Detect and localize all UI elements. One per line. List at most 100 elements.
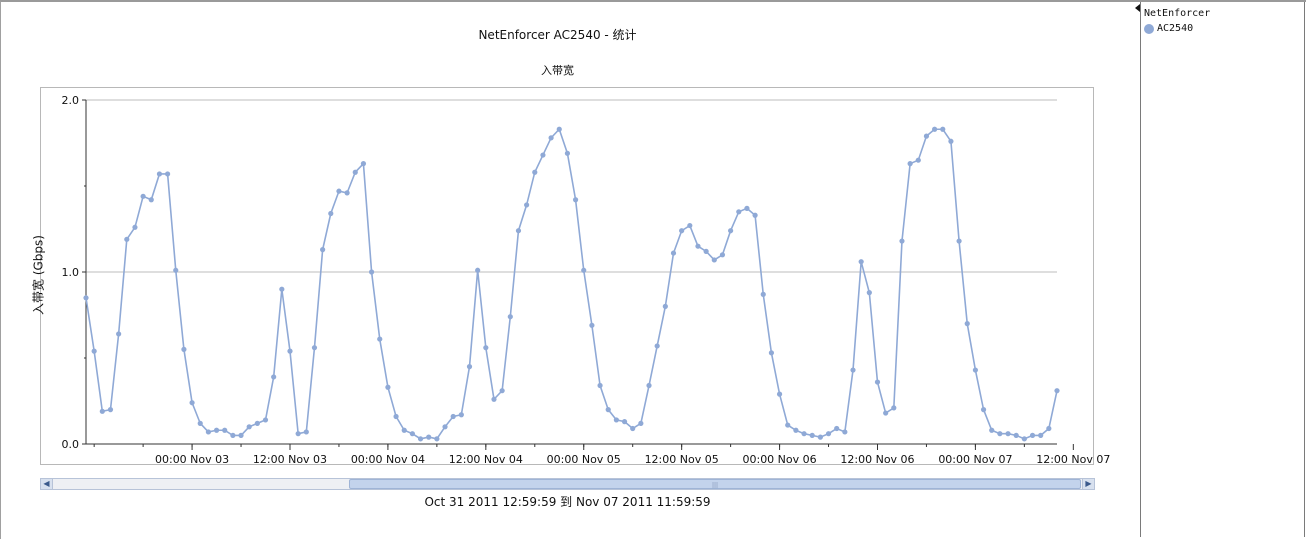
data-point (491, 396, 497, 402)
time-range-label: Oct 31 2011 12:59:59 到 Nov 07 2011 11:59… (424, 495, 711, 509)
data-point (850, 367, 856, 373)
data-point (205, 429, 211, 435)
data-point (458, 412, 464, 418)
data-point (328, 210, 334, 217)
data-point (956, 238, 962, 244)
time-scrollbar[interactable]: ◀ ||| ▶ (40, 478, 1095, 490)
data-point (1038, 432, 1044, 438)
data-point (703, 248, 709, 254)
data-point (809, 432, 815, 438)
data-point (670, 250, 677, 256)
data-point (213, 427, 220, 433)
data-point (450, 413, 456, 420)
data-point (116, 331, 122, 337)
data-point (825, 431, 832, 437)
data-point (426, 434, 432, 440)
data-point (964, 321, 970, 327)
data-point (907, 161, 913, 167)
data-point (238, 432, 244, 438)
plot-area-frame (40, 87, 1094, 465)
data-point (507, 314, 513, 320)
data-point (417, 436, 424, 442)
data-point (932, 126, 938, 132)
data-point (548, 135, 554, 141)
series-line (85, 127, 1058, 440)
data-point (409, 431, 415, 437)
collapse-legend-icon[interactable] (1135, 4, 1140, 12)
chart-title: NetEnforcer AC2540 - 统计 (478, 28, 637, 42)
data-point (377, 336, 383, 342)
data-point (613, 417, 619, 423)
data-point (874, 379, 881, 385)
data-point (719, 252, 726, 258)
data-point (91, 348, 97, 354)
data-point (638, 420, 644, 426)
data-point (515, 228, 522, 234)
data-point (752, 212, 758, 218)
data-point (540, 152, 546, 158)
x-tick-label: 12:00 Nov 06 (840, 453, 914, 466)
chart-panel: NetEnforcer AC2540 - 统计 入带宽 (1, 2, 1134, 537)
data-point (556, 126, 562, 132)
data-point (140, 193, 146, 199)
data-point (483, 345, 489, 351)
data-point (434, 436, 440, 442)
data-point (148, 197, 154, 203)
data-point (262, 417, 269, 423)
data-point (393, 413, 399, 420)
data-point (621, 419, 628, 425)
data-point (989, 427, 995, 433)
data-point (352, 169, 358, 175)
y-axis-label: 入带宽 (Gbps) (31, 235, 46, 315)
data-point (107, 407, 114, 413)
data-point (891, 405, 897, 411)
data-point (271, 374, 277, 380)
arrow-left-icon[interactable]: ◀ (41, 479, 53, 489)
data-point (940, 126, 946, 132)
data-point (980, 407, 987, 413)
legend-swatch (1144, 23, 1154, 34)
data-point (572, 197, 579, 203)
data-point (287, 348, 293, 354)
grip-icon: ||| (711, 482, 719, 489)
data-point (254, 420, 260, 426)
data-point (630, 425, 636, 432)
data-point (295, 431, 301, 437)
data-point (189, 400, 195, 406)
data-point (1029, 432, 1036, 438)
data-point (687, 222, 693, 229)
legend-item[interactable]: AC2540 (1144, 23, 1193, 34)
data-point (646, 382, 652, 389)
data-point (1013, 432, 1019, 438)
legend-item-label: AC2540 (1157, 23, 1194, 34)
data-point (442, 424, 448, 430)
data-point (173, 267, 179, 273)
data-point (842, 429, 848, 435)
x-tick-label: 12:00 Nov 07 (1036, 453, 1110, 466)
data-point (1046, 425, 1052, 432)
data-point (401, 427, 407, 433)
y-tick-label: 0.0 (62, 438, 80, 451)
data-point (466, 364, 473, 370)
chart-subtitle: 入带宽 (541, 64, 574, 77)
data-point (132, 224, 138, 230)
data-point (760, 291, 766, 297)
data-point (1005, 431, 1011, 437)
data-point (866, 290, 872, 296)
data-point (368, 269, 375, 275)
x-tick-label: 00:00 Nov 07 (938, 453, 1012, 466)
scroll-thumb[interactable]: ||| (349, 479, 1081, 489)
data-point (581, 267, 587, 273)
data-point (222, 427, 228, 433)
arrow-right-icon[interactable]: ▶ (1082, 479, 1094, 489)
data-point (1054, 388, 1060, 394)
data-point (532, 169, 538, 175)
data-point (736, 209, 742, 215)
data-point (564, 150, 571, 156)
x-tick-label: 00:00 Nov 03 (155, 453, 229, 466)
data-point (997, 431, 1003, 437)
data-point (230, 432, 236, 438)
data-point (589, 322, 595, 328)
data-point (524, 202, 530, 208)
